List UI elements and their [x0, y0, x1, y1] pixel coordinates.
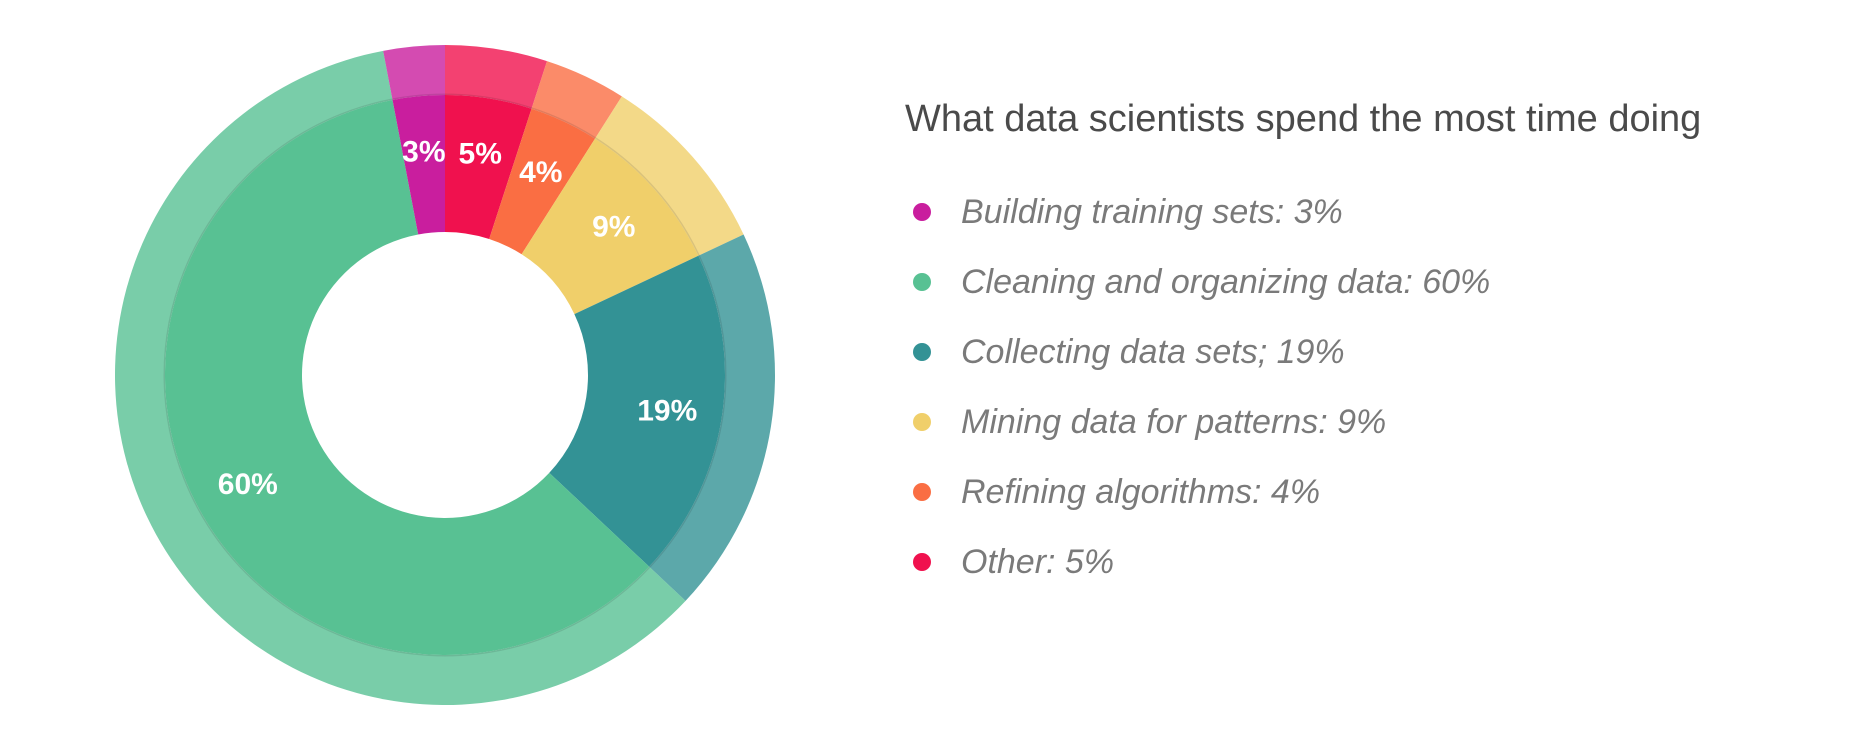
slice-other	[445, 95, 532, 239]
legend-label: Mining data for patterns: 9%	[961, 402, 1387, 441]
outer-slice-refining-algorithms	[531, 61, 622, 139]
legend-item-building-training-sets: Building training sets: 3%	[905, 177, 1825, 247]
legend-item-mining-data-for-patterns: Mining data for patterns: 9%	[905, 387, 1825, 457]
outer-slice-other	[445, 45, 547, 109]
outer-ring	[115, 45, 775, 705]
legend-dot-icon	[913, 553, 931, 571]
slice-label-other: 5%	[459, 137, 502, 170]
slice-mining-data-for-patterns	[521, 138, 699, 315]
legend-item-collecting-data-sets: Collecting data sets; 19%	[905, 317, 1825, 387]
slice-label-collecting-data-sets: 19%	[637, 395, 697, 428]
outer-slice-cleaning-and-organizing-data	[115, 50, 686, 705]
legend-label: Other: 5%	[961, 542, 1115, 581]
slice-label-mining-data-for-patterns: 9%	[592, 211, 635, 244]
legend-item-cleaning-and-organizing-data: Cleaning and organizing data: 60%	[905, 247, 1825, 317]
slice-collecting-data-sets	[549, 255, 725, 567]
slice-label-refining-algorithms: 4%	[519, 156, 562, 189]
slice-cleaning-and-organizing-data	[165, 99, 650, 655]
inner-ring	[165, 95, 725, 655]
legend: Building training sets: 3% Cleaning and o…	[905, 177, 1825, 597]
slice-refining-algorithms	[489, 108, 596, 255]
legend-label: Collecting data sets; 19%	[961, 332, 1345, 371]
donut-chart: 5% 4% 9% 19% 60% 3%	[115, 45, 775, 705]
slice-label-building-training-sets: 3%	[402, 135, 445, 168]
legend-label: Building training sets: 3%	[961, 192, 1343, 231]
legend-panel: What data scientists spend the most time…	[905, 98, 1825, 597]
legend-dot-icon	[913, 343, 931, 361]
legend-item-refining-algorithms: Refining algorithms: 4%	[905, 457, 1825, 527]
legend-dot-icon	[913, 413, 931, 431]
chart-title: What data scientists spend the most time…	[905, 98, 1702, 140]
slice-label-cleaning-and-organizing-data: 60%	[218, 468, 278, 501]
outer-slice-mining-data-for-patterns	[595, 96, 744, 256]
outer-slice-building-training-sets	[383, 45, 445, 100]
legend-dot-icon	[913, 483, 931, 501]
legend-label: Cleaning and organizing data: 60%	[961, 262, 1491, 301]
legend-dot-icon	[913, 203, 931, 221]
slice-building-training-sets	[392, 95, 445, 235]
legend-label: Refining algorithms: 4%	[961, 472, 1321, 511]
legend-dot-icon	[913, 273, 931, 291]
slice-labels: 5% 4% 9% 19% 60% 3%	[218, 135, 697, 500]
outer-slice-collecting-data-sets	[649, 234, 775, 601]
legend-item-other: Other: 5%	[905, 527, 1825, 597]
